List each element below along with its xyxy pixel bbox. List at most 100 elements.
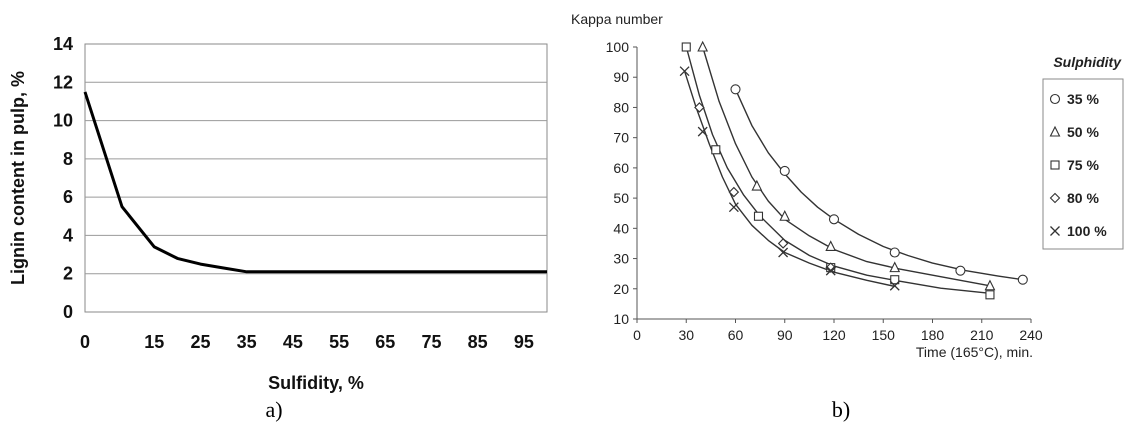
chart-a-x-tick-label: 65 xyxy=(375,332,395,352)
chart-b-y-tick-label: 60 xyxy=(613,160,629,176)
data-point-circle xyxy=(779,165,790,176)
chart-b-legend: Sulphidity 35 % 50 % 75 % 80 % 100 % xyxy=(1042,54,1124,250)
data-point-square xyxy=(890,275,900,285)
chart-a-x-tick-label: 55 xyxy=(329,332,349,352)
fit-curve-triangle xyxy=(702,46,991,287)
chart-b-y-ticks: 10 20 30 40 50 60 70 80 90 100 xyxy=(606,39,637,327)
chart-a-x-ticks: 0 15 25 35 45 55 65 75 85 95 xyxy=(80,332,534,352)
chart-b-y-tick-label: 80 xyxy=(613,99,629,115)
chart-b-fit-curves xyxy=(683,46,1023,294)
data-point-triangle xyxy=(751,179,763,191)
chart-a-y-tick-label: 14 xyxy=(53,34,73,54)
chart-a-y-tick-label: 0 xyxy=(63,302,73,322)
chart-a-x-tick-label: 85 xyxy=(468,332,488,352)
chart-a-y-axis-label: Lignin content in pulp, % xyxy=(8,71,28,285)
data-point-x xyxy=(697,126,708,137)
chart-a-x-axis-label: Sulfidity, % xyxy=(268,373,364,393)
chart-b-x-axis-label: Time (165°C), min. xyxy=(916,344,1033,360)
chart-b-caption: b) xyxy=(832,397,850,422)
chart-b-y-tick-label: 30 xyxy=(613,251,629,267)
chart-a-y-tick-label: 2 xyxy=(63,264,73,284)
chart-a: 0 2 4 6 8 10 12 14 0 15 25 35 45 55 65 75 85 95 Sulfidit… xyxy=(8,34,548,422)
chart-a-series-line xyxy=(83,91,547,274)
data-point-square xyxy=(711,145,721,155)
legend-label: 100 % xyxy=(1067,223,1107,239)
chart-b-y-tick-label: 40 xyxy=(613,220,629,236)
chart-a-gridlines xyxy=(85,81,547,275)
chart-b-y-tick-label: 10 xyxy=(613,311,629,327)
data-point-circle xyxy=(955,265,966,276)
chart-b-y-tick-label: 90 xyxy=(613,69,629,85)
chart-a-y-ticks: 0 2 4 6 8 10 12 14 xyxy=(53,34,73,322)
chart-a-y-tick-label: 12 xyxy=(53,72,73,92)
chart-b-y-tick-label: 100 xyxy=(606,39,630,55)
chart-a-x-tick-label: 75 xyxy=(421,332,441,352)
data-point-triangle xyxy=(984,279,996,291)
data-point-triangle xyxy=(697,40,709,52)
chart-a-y-tick-label: 4 xyxy=(63,225,73,245)
data-point-triangle xyxy=(889,261,901,273)
legend-title: Sulphidity xyxy=(1053,54,1122,70)
chart-a-x-tick-label: 35 xyxy=(237,332,257,352)
chart-a-caption: a) xyxy=(265,397,282,422)
data-point-square xyxy=(753,211,764,221)
chart-b-y-tick-label: 50 xyxy=(613,190,629,206)
chart-a-y-tick-label: 6 xyxy=(63,187,73,207)
legend-label: 75 % xyxy=(1067,157,1099,173)
data-point-triangle xyxy=(779,210,791,221)
data-point-diamond xyxy=(777,238,789,249)
chart-b-y-tick-label: 20 xyxy=(613,281,629,297)
fit-curve-x xyxy=(683,70,895,288)
chart-b-y-tick-label: 70 xyxy=(613,130,629,146)
chart-b-x-tick-label: 30 xyxy=(678,327,694,343)
chart-a-y-tick-label: 8 xyxy=(63,149,73,169)
data-point-square xyxy=(681,42,691,52)
legend-marker-circle xyxy=(1049,93,1061,105)
legend-items: 35 % 50 % 75 % 80 % 100 % xyxy=(1049,91,1107,239)
chart-a-x-tick-label: 45 xyxy=(283,332,303,352)
chart-b-x-tick-label: 180 xyxy=(921,327,945,343)
chart-b-title: Kappa number xyxy=(571,11,663,27)
chart-a-x-tick-label: 0 xyxy=(80,332,90,352)
chart-b-x-tick-label: 0 xyxy=(633,327,641,343)
chart-a-y-tick-label: 10 xyxy=(53,111,73,131)
data-point-square xyxy=(985,290,995,300)
data-point-diamond xyxy=(694,102,705,113)
chart-b-x-tick-label: 240 xyxy=(1019,327,1043,343)
chart-a-x-tick-label: 15 xyxy=(144,332,164,352)
data-point-x xyxy=(679,66,690,77)
legend-marker-diamond xyxy=(1049,192,1061,204)
legend-label: 35 % xyxy=(1067,91,1099,107)
chart-a-series xyxy=(83,91,547,274)
data-point-circle xyxy=(828,214,840,225)
chart-a-x-tick-label: 25 xyxy=(190,332,210,352)
chart-b: Kappa number 10 20 30 40 50 60 70 80 90 100 0 30 60… xyxy=(571,11,1124,422)
legend-marker-x xyxy=(1050,226,1060,236)
chart-b-x-ticks: 0 30 60 90 120 150 180 210 240 xyxy=(633,319,1043,343)
legend-marker-square xyxy=(1050,160,1060,170)
data-point-circle xyxy=(889,247,900,258)
chart-b-x-tick-label: 90 xyxy=(777,327,793,343)
chart-b-markers xyxy=(679,40,1028,300)
data-point-diamond xyxy=(825,262,836,273)
chart-b-x-tick-label: 120 xyxy=(822,327,846,343)
fit-curve-square xyxy=(685,46,991,294)
chart-b-x-tick-label: 210 xyxy=(970,327,994,343)
data-point-circle xyxy=(730,84,741,95)
data-point-circle xyxy=(1017,274,1028,285)
data-point-x xyxy=(778,247,789,258)
legend-marker-triangle xyxy=(1049,125,1061,137)
data-point-diamond xyxy=(728,186,740,198)
fit-curve-circle xyxy=(734,89,1023,281)
chart-b-x-tick-label: 150 xyxy=(872,327,896,343)
chart-b-x-tick-label: 60 xyxy=(728,327,744,343)
data-point-x xyxy=(825,265,836,276)
data-point-triangle xyxy=(825,240,837,252)
data-point-x xyxy=(889,280,900,291)
legend-label: 50 % xyxy=(1067,124,1099,140)
legend-label: 80 % xyxy=(1067,190,1099,206)
chart-a-plot-area xyxy=(84,43,548,313)
chart-a-x-tick-label: 95 xyxy=(514,332,534,352)
data-point-x xyxy=(728,202,739,213)
